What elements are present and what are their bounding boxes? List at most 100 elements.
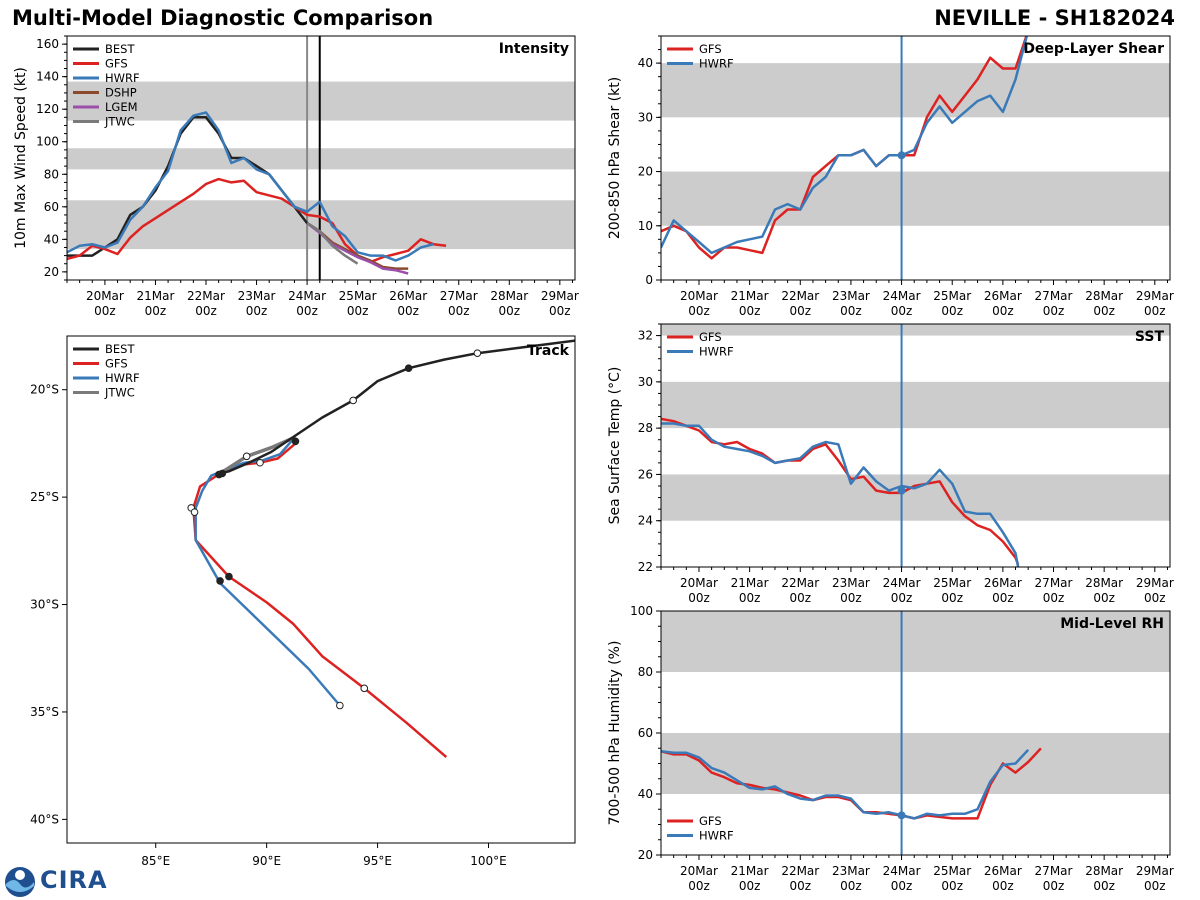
rh-legend-label-gfs: GFS xyxy=(699,814,722,828)
track-ytick-label: 25°S xyxy=(30,490,59,504)
shear-xtick-label: 29Mar xyxy=(1136,289,1174,303)
shear-xtick-sublabel: 00z xyxy=(688,304,710,318)
storm-id-title: NEVILLE - SH182024 xyxy=(934,6,1175,30)
track-xtick-label: 85°E xyxy=(141,854,170,868)
shear-xtick-label: 20Mar xyxy=(680,289,718,303)
rh-xtick-sublabel: 00z xyxy=(891,879,913,893)
shear-xtick-sublabel: 00z xyxy=(941,304,963,318)
sst-xtick-sublabel: 00z xyxy=(1093,591,1115,605)
intensity-legend-label-jtwc: JTWC xyxy=(104,115,135,129)
rh-ylabel: 700-500 hPa Humidity (%) xyxy=(607,641,623,826)
intensity-legend-label-gfs: GFS xyxy=(105,57,128,71)
shear-xtick-label: 24Mar xyxy=(883,289,921,303)
sst-legend-label-hwrf: HWRF xyxy=(699,345,734,359)
intensity-xtick-label: 24Mar xyxy=(288,289,326,303)
shear-marker-0 xyxy=(897,151,906,160)
rh-title: Mid-Level RH xyxy=(1060,616,1164,632)
shear-xtick-label: 25Mar xyxy=(933,289,971,303)
intensity-band-2 xyxy=(67,81,575,121)
rh-xtick-sublabel: 00z xyxy=(941,879,963,893)
intensity-ylabel: 10m Max Wind Speed (kt) xyxy=(13,67,29,249)
sst-xtick-sublabel: 00z xyxy=(891,591,913,605)
intensity-legend-label-hwrf: HWRF xyxy=(105,71,140,85)
intensity-xtick-label: 28Mar xyxy=(490,289,528,303)
track-xtick-label: 95°E xyxy=(363,854,392,868)
rh-xtick-sublabel: 00z xyxy=(1093,879,1115,893)
shear-band-1 xyxy=(661,63,1170,118)
shear-xtick-sublabel: 00z xyxy=(789,304,811,318)
rh-ytick-label: 60 xyxy=(638,726,653,740)
intensity-xtick-sublabel: 00z xyxy=(195,304,217,318)
rh-xtick-sublabel: 00z xyxy=(1043,879,1065,893)
shear-xtick-sublabel: 00z xyxy=(891,304,913,318)
sst-xtick-label: 27Mar xyxy=(1035,576,1073,590)
shear-xtick-label: 26Mar xyxy=(984,289,1022,303)
sst-xtick-label: 20Mar xyxy=(680,576,718,590)
shear-xtick-sublabel: 00z xyxy=(840,304,862,318)
intensity-series-gfs xyxy=(67,177,447,264)
rh-xtick-sublabel: 00z xyxy=(739,879,761,893)
sst-ytick-label: 28 xyxy=(638,421,653,435)
sst-xtick-sublabel: 00z xyxy=(840,591,862,605)
intensity-ytick-label: 160 xyxy=(36,37,59,51)
shear-ytick-label: 20 xyxy=(638,165,653,179)
sst-xtick-sublabel: 00z xyxy=(688,591,710,605)
shear-legend-label-gfs: GFS xyxy=(699,42,722,56)
intensity-title: Intensity xyxy=(499,41,569,57)
shear-ytick-label: 30 xyxy=(638,110,653,124)
rh-xtick-label: 24Mar xyxy=(883,864,921,878)
sst-ytick-label: 30 xyxy=(638,375,653,389)
rh-legend-label-hwrf: HWRF xyxy=(699,829,734,843)
sst-ylabel: Sea Surface Temp (°C) xyxy=(607,367,623,525)
sst-ytick-label: 22 xyxy=(638,560,653,574)
sst-ytick-label: 26 xyxy=(638,467,653,481)
intensity-xtick-sublabel: 00z xyxy=(549,304,571,318)
shear-ylabel: 200-850 hPa Shear (kt) xyxy=(607,77,623,239)
track-series-gfs xyxy=(192,442,448,759)
panel-rh: 2040608010020Mar00z21Mar00z22Mar00z23Mar… xyxy=(607,604,1174,893)
track-ytick-label: 40°S xyxy=(30,812,59,826)
shear-xtick-sublabel: 00z xyxy=(1093,304,1115,318)
shear-legend-label-hwrf: HWRF xyxy=(699,57,734,71)
intensity-ytick-label: 140 xyxy=(36,70,59,84)
sst-xtick-sublabel: 00z xyxy=(1043,591,1065,605)
intensity-ytick-label: 20 xyxy=(44,265,59,279)
intensity-ytick-label: 80 xyxy=(44,167,59,181)
rh-xtick-label: 27Mar xyxy=(1035,864,1073,878)
noaa-logo-icon xyxy=(5,867,35,897)
panel-track: 85°E 90°E 95°E 100°E 20°S 25°S 30°S 35°S 40°S Tra… xyxy=(30,335,576,868)
track-position-marker xyxy=(256,458,264,467)
rh-xtick-label: 28Mar xyxy=(1085,864,1123,878)
sst-xtick-label: 22Mar xyxy=(781,576,819,590)
intensity-ytick-label: 100 xyxy=(36,135,59,149)
shear-ytick-label: 40 xyxy=(638,56,653,70)
intensity-xtick-label: 29Mar xyxy=(541,289,579,303)
intensity-xtick-sublabel: 00z xyxy=(448,304,470,318)
intensity-xtick-sublabel: 00z xyxy=(347,304,369,318)
track-position-marker xyxy=(349,396,357,405)
rh-xtick-label: 25Mar xyxy=(933,864,971,878)
rh-xtick-sublabel: 00z xyxy=(688,879,710,893)
track-position-marker xyxy=(336,701,344,710)
track-title: Track xyxy=(527,343,570,359)
track-frame xyxy=(66,335,576,844)
shear-xtick-sublabel: 00z xyxy=(739,304,761,318)
rh-xtick-label: 22Mar xyxy=(781,864,819,878)
rh-band-1 xyxy=(661,611,1170,672)
rh-ytick-label: 20 xyxy=(638,848,653,862)
sst-xtick-sublabel: 00z xyxy=(941,591,963,605)
intensity-xtick-sublabel: 00z xyxy=(246,304,268,318)
shear-xtick-label: 23Mar xyxy=(832,289,870,303)
shear-xtick-sublabel: 00z xyxy=(1043,304,1065,318)
shear-xtick-label: 27Mar xyxy=(1035,289,1073,303)
intensity-xtick-label: 26Mar xyxy=(389,289,427,303)
intensity-xtick-label: 27Mar xyxy=(440,289,478,303)
track-position-marker xyxy=(404,364,413,373)
sst-xtick-label: 21Mar xyxy=(731,576,769,590)
track-position-marker xyxy=(242,452,251,461)
sst-title: SST xyxy=(1135,329,1165,345)
sst-xtick-label: 24Mar xyxy=(883,576,921,590)
intensity-xtick-sublabel: 00z xyxy=(498,304,520,318)
